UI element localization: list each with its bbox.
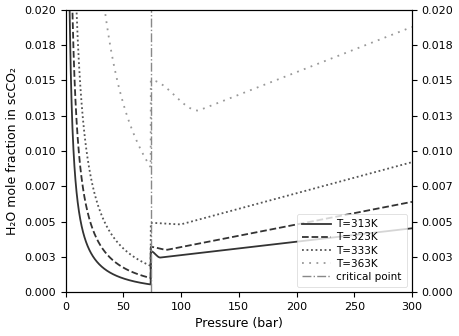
T=333K	[137, 258, 142, 262]
Line: T=333K: T=333K	[66, 9, 412, 266]
T=313K	[148, 283, 153, 287]
Line: T=363K: T=363K	[66, 9, 412, 167]
T=363K	[409, 25, 415, 29]
T=323K	[162, 248, 167, 252]
T=363K	[173, 94, 178, 98]
T=333K	[86, 162, 91, 166]
T=313K	[63, 7, 69, 11]
T=313K	[409, 226, 415, 230]
T=313K	[137, 281, 142, 285]
T=363K	[92, 7, 97, 11]
T=333K	[120, 246, 126, 250]
T=363K	[86, 7, 91, 11]
T=363K	[120, 101, 126, 105]
T=363K	[63, 7, 69, 11]
T=333K	[63, 7, 69, 11]
T=323K	[86, 214, 91, 218]
T=323K	[173, 246, 178, 250]
T=323K	[148, 276, 153, 280]
T=333K	[148, 264, 153, 268]
T=323K	[120, 265, 126, 269]
Line: T=323K: T=323K	[66, 9, 412, 278]
T=363K	[137, 145, 142, 149]
T=333K	[409, 160, 415, 164]
T=313K	[86, 246, 91, 250]
T=323K	[92, 232, 97, 236]
T=313K	[92, 257, 97, 261]
T=313K	[162, 255, 167, 259]
Y-axis label: H₂O mole fraction in scCO₂: H₂O mole fraction in scCO₂	[6, 67, 18, 235]
T=323K	[409, 200, 415, 204]
Legend: T=313K, T=323K, T=333K, T=363K, critical point: T=313K, T=323K, T=333K, T=363K, critical…	[297, 214, 407, 287]
T=313K	[120, 276, 126, 280]
T=333K	[173, 222, 178, 226]
T=333K	[92, 192, 97, 196]
T=313K	[173, 254, 178, 258]
T=363K	[148, 165, 153, 169]
T=323K	[137, 273, 142, 277]
T=363K	[162, 84, 167, 88]
T=323K	[63, 7, 69, 11]
Line: T=313K: T=313K	[66, 9, 412, 285]
X-axis label: Pressure (bar): Pressure (bar)	[195, 318, 283, 330]
T=333K	[162, 221, 167, 225]
